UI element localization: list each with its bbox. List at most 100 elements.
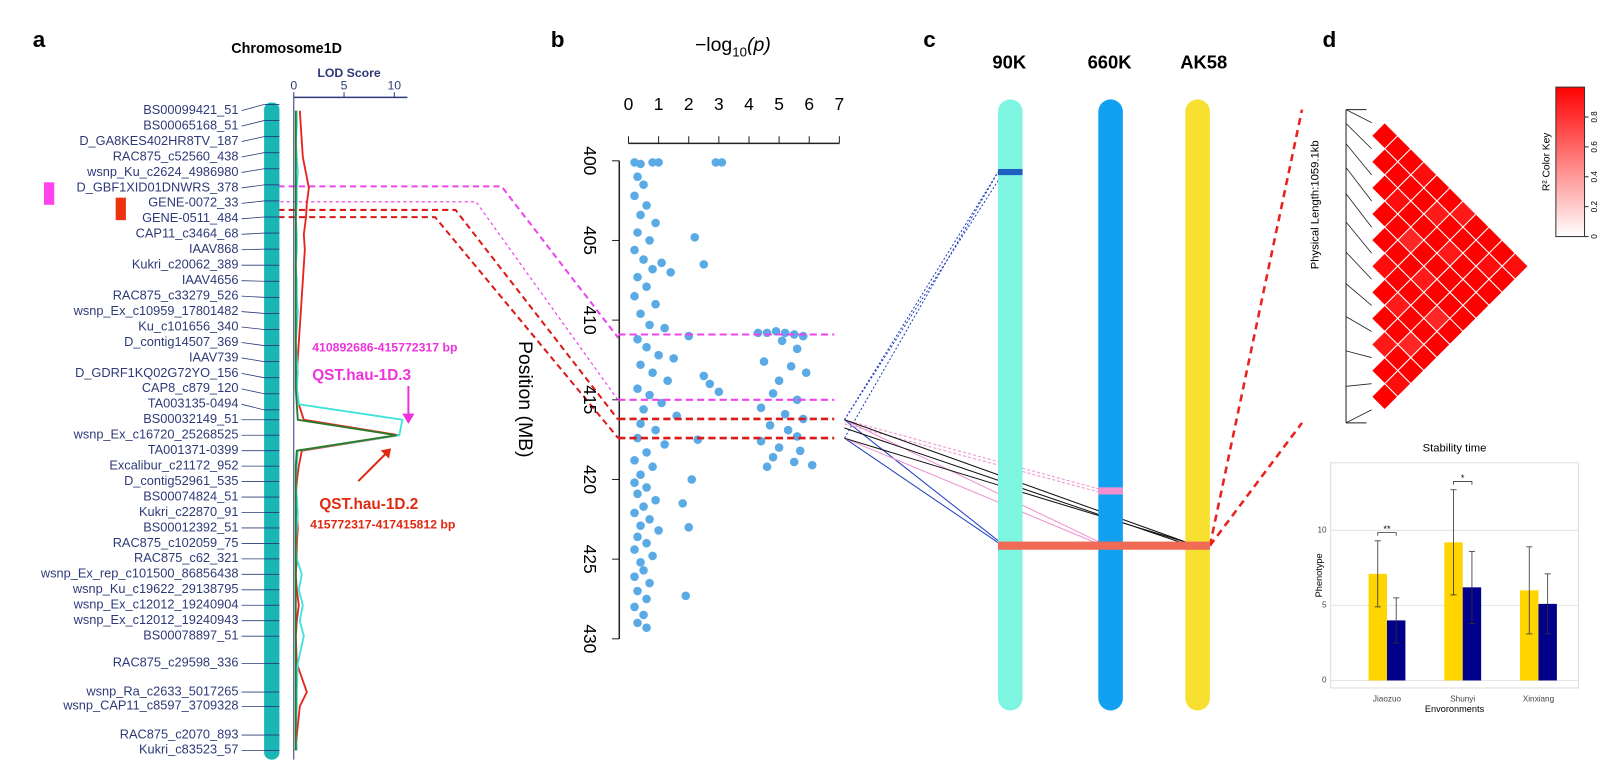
point — [639, 502, 648, 511]
ld-cell — [1370, 382, 1399, 411]
marker-label: Kukri_c20062_389 — [132, 257, 239, 272]
chromosome — [1185, 99, 1210, 711]
point — [636, 419, 645, 429]
y-tick-label: 410 — [580, 306, 600, 335]
y-tick-label: 425 — [580, 545, 600, 574]
point — [666, 268, 675, 277]
marker-connector — [241, 311, 265, 314]
point — [633, 489, 642, 499]
point — [651, 495, 660, 505]
point — [630, 456, 639, 465]
significance-label: ** — [1383, 524, 1391, 534]
chromosome-label: AK58 — [1180, 51, 1227, 72]
bar — [1444, 542, 1463, 681]
point — [789, 457, 799, 467]
color-key-tick: 0 — [1590, 234, 1599, 239]
marker-label: Excalibur_c21172_952 — [109, 458, 238, 473]
point — [633, 586, 642, 596]
point — [663, 376, 672, 385]
position-link — [1345, 409, 1372, 424]
significance-bracket — [1377, 532, 1397, 536]
significance-label: * — [1461, 473, 1465, 483]
marker-connector — [241, 388, 265, 395]
x-tick-label: 2 — [684, 94, 694, 114]
marker-label: RAC875_c29598_336 — [113, 655, 239, 670]
y-tick-label: 415 — [580, 385, 600, 414]
point — [768, 389, 778, 398]
point — [660, 323, 669, 333]
point — [639, 255, 648, 264]
annotation: QST.hau-1D.3 — [312, 367, 411, 384]
x-tick-label: 5 — [341, 78, 348, 92]
point — [630, 478, 639, 487]
bar-y-title: Phenotype — [1314, 553, 1324, 597]
point — [654, 158, 663, 167]
marker-label: RAC875_c102059_75 — [113, 535, 239, 550]
point — [711, 158, 721, 167]
marker-label: wsnp_Ku_c19622_29138795 — [72, 581, 239, 596]
bar-x-title: Envoronments — [1425, 704, 1485, 714]
point — [792, 432, 802, 441]
point — [774, 443, 784, 452]
qtl-highlight — [115, 197, 126, 221]
marker-connector — [241, 168, 265, 173]
point — [771, 326, 781, 336]
arrow-head — [380, 448, 392, 459]
point — [630, 191, 639, 201]
point — [639, 180, 648, 189]
marker-label: wsnp_Ku_c2624_4986980 — [86, 164, 238, 179]
x-tick-label: 0 — [290, 78, 297, 92]
point — [780, 328, 790, 338]
color-key-tick: 0.4 — [1590, 171, 1599, 183]
point — [690, 232, 700, 242]
point — [636, 159, 645, 169]
marker-connector — [241, 372, 265, 379]
marker-label: CAP8_c879_120 — [142, 380, 239, 395]
chromosome — [264, 102, 280, 760]
point — [777, 336, 787, 346]
error-bar — [1526, 546, 1533, 635]
point — [630, 508, 639, 518]
marker-connector — [241, 357, 265, 363]
point — [795, 446, 805, 456]
point — [630, 545, 639, 554]
point — [765, 421, 775, 430]
point — [636, 309, 645, 319]
annotation: 410892686-415772317 bp — [312, 340, 457, 354]
marker-label: Kukri_c22870_91 — [139, 504, 239, 519]
color-key-tick: 0.2 — [1590, 201, 1599, 213]
point — [681, 591, 691, 601]
bar — [1368, 573, 1387, 681]
point — [648, 264, 657, 274]
point — [642, 594, 651, 604]
marker-connector — [241, 216, 265, 220]
error-bar — [1374, 540, 1381, 608]
marker-connector — [241, 136, 265, 142]
point — [633, 384, 642, 393]
point — [645, 390, 654, 400]
map-title: Chromosome1D — [231, 41, 342, 57]
marker-label: BS00065168_51 — [143, 117, 238, 132]
point — [633, 433, 642, 443]
y-tick-label: 400 — [580, 146, 600, 175]
marker-label: BS00012392_51 — [143, 519, 238, 534]
marker-connector — [241, 342, 265, 346]
point — [648, 462, 657, 472]
marker-label: BS00099421_51 — [143, 102, 238, 117]
y-tick-label: 5 — [1322, 601, 1327, 610]
marker-connector — [241, 280, 265, 282]
y-tick-label: 0 — [1322, 676, 1327, 685]
position-link — [1345, 316, 1372, 332]
point — [645, 320, 654, 330]
point — [717, 158, 727, 167]
point — [633, 532, 642, 542]
point — [798, 331, 808, 341]
point — [714, 387, 724, 397]
point — [792, 395, 802, 405]
marker-label: wsnp_Ra_c2633_5017265 — [85, 683, 238, 698]
bar — [1462, 587, 1482, 681]
point — [639, 610, 648, 620]
point — [642, 538, 651, 548]
point — [636, 521, 645, 530]
point — [654, 526, 663, 535]
